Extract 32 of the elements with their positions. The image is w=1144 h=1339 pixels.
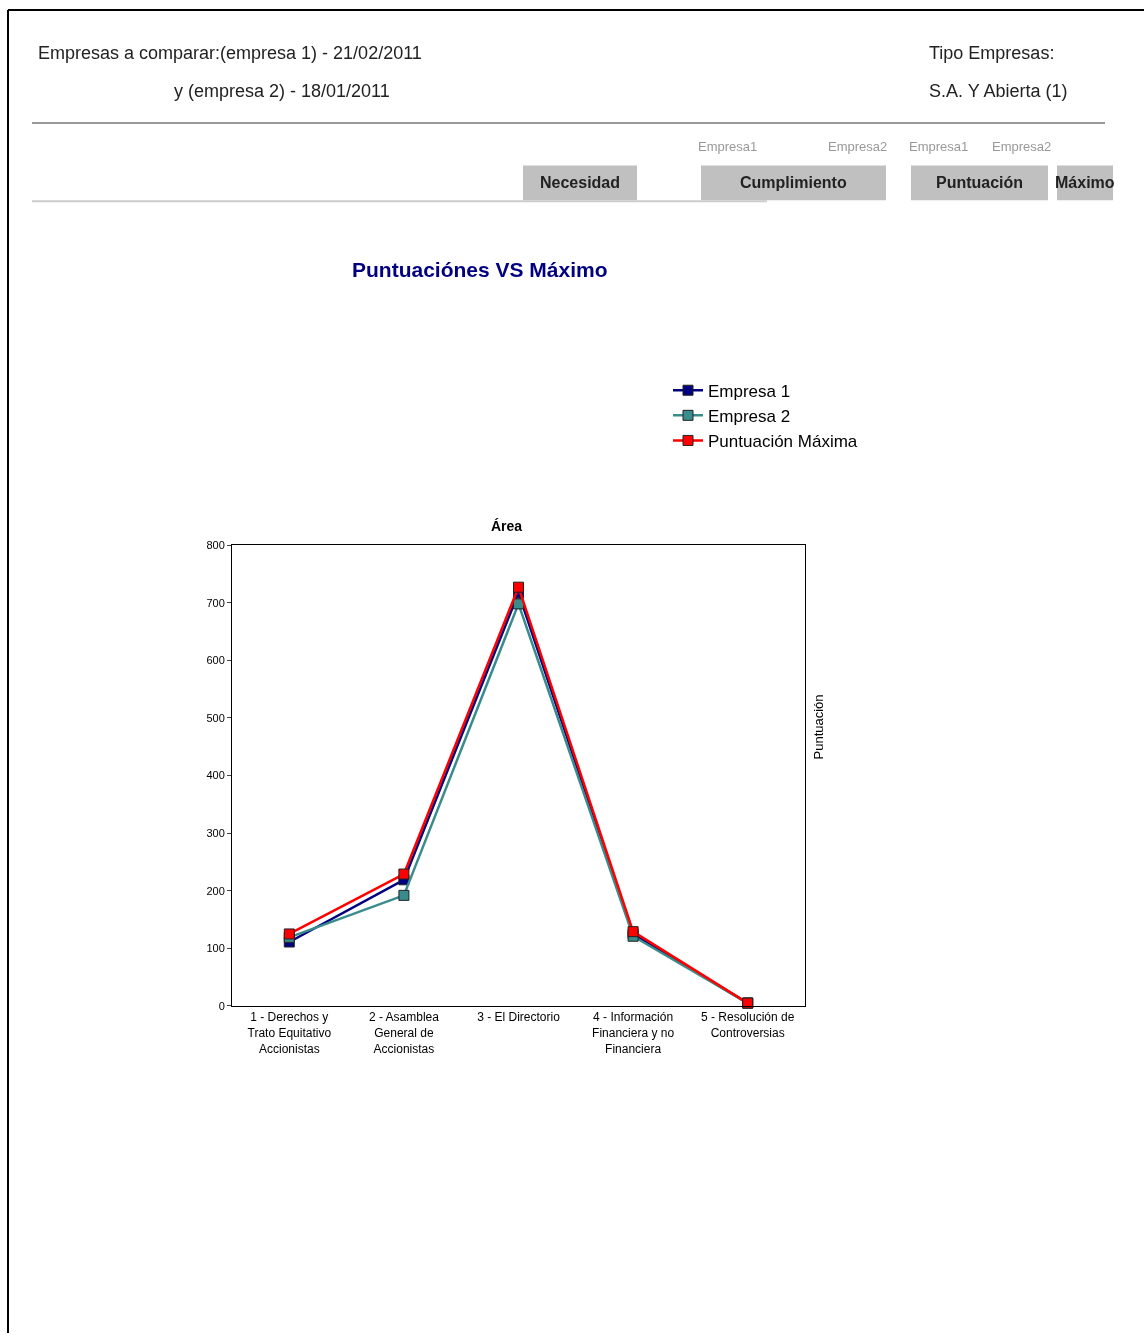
chart-title: Puntuaciónes VS Máximo bbox=[352, 258, 608, 281]
text: S.A. Y Abierta (1) bbox=[929, 81, 1068, 101]
y-tick-label: 500 bbox=[206, 711, 225, 724]
text: Empresa2 bbox=[992, 139, 1052, 154]
text: Empresa2 bbox=[828, 139, 888, 154]
legend-label: Empresa 1 bbox=[708, 381, 791, 401]
y-axis-title: Puntuación bbox=[810, 694, 826, 760]
x-tick-label: 3 - El Directorio bbox=[477, 1010, 561, 1025]
text: Cumplimiento bbox=[740, 174, 847, 191]
y-tick-label: 400 bbox=[206, 769, 225, 782]
y-tick-label: 700 bbox=[206, 596, 225, 609]
y-tick-label: 100 bbox=[206, 942, 225, 955]
text: Máximo bbox=[1055, 174, 1115, 191]
y-tick-label: 600 bbox=[206, 654, 225, 667]
text: Empresa1 bbox=[909, 139, 969, 154]
text: Puntuación bbox=[936, 174, 1024, 191]
y-tick-label: 0 bbox=[218, 999, 225, 1012]
x-tick-label: 2 - Asamblea General de Accionistas bbox=[368, 1010, 440, 1056]
y-tick-label: 300 bbox=[206, 826, 225, 839]
y-tick-label: 200 bbox=[206, 884, 225, 897]
x-tick-label: 5 - Resolución de Controversias bbox=[701, 1010, 795, 1040]
text: Tipo Empresas: bbox=[929, 43, 1055, 63]
legend-label: Puntuación Máxima bbox=[708, 432, 858, 452]
y-tick-label: 800 bbox=[206, 538, 225, 551]
x-tick-label: 1 - Derechos y Trato Equitativo Accionistas bbox=[247, 1010, 332, 1056]
text: Necesidad bbox=[540, 174, 621, 191]
x-tick-label: 4 - Información Financiera y no Financiera bbox=[592, 1010, 675, 1056]
legend-label: Empresa 2 bbox=[708, 406, 791, 426]
text: y (empresa 2) - 18/01/2011 bbox=[174, 81, 390, 101]
text: Empresa1 bbox=[698, 139, 758, 154]
chart-subtitle: Área bbox=[491, 518, 523, 534]
text: Empresas a comparar:(empresa 1) - 21/02/2011 bbox=[38, 43, 422, 63]
